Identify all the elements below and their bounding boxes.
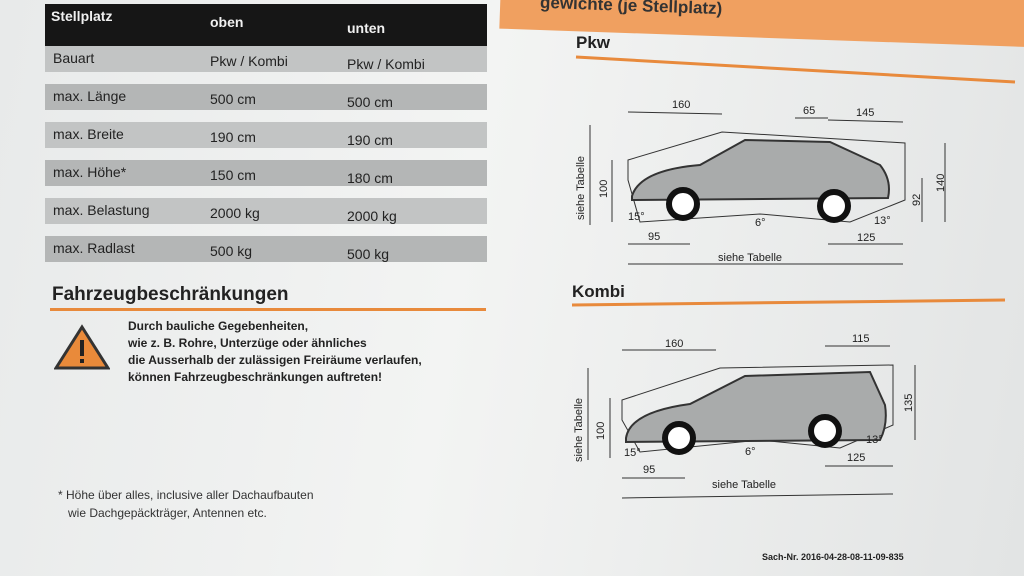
kombi-labels: 160 115 siehe Tabelle 100 135 15° 6° 13°… xyxy=(573,333,915,491)
dim-label: 6° xyxy=(755,217,766,229)
footnote: * Höhe über alles, inclusive aller Dacha… xyxy=(58,486,314,522)
table-cell: 2000 kg xyxy=(210,205,260,221)
pkw-drawing xyxy=(589,111,946,265)
dim-label: 125 xyxy=(847,452,865,464)
dim-label: 160 xyxy=(665,338,683,350)
dim-label: 125 xyxy=(857,232,875,244)
table-row: max. Belastung 2000 kg 2000 kg xyxy=(45,198,487,224)
table-cell: 500 kg xyxy=(347,246,390,262)
dim-label: 135 xyxy=(903,394,915,412)
table-cell: 180 cm xyxy=(347,170,393,186)
table-row: max. Radlast 500 kg 500 kg xyxy=(45,236,487,262)
dim-label: 95 xyxy=(643,464,655,476)
table-cell: 190 cm xyxy=(347,132,393,148)
dim-label: 65 xyxy=(803,105,815,117)
table-cell: 2000 kg xyxy=(347,208,397,224)
restrictions-title: Fahrzeugbeschränkungen xyxy=(52,284,289,305)
dim-label: 13° xyxy=(874,215,891,227)
rule xyxy=(571,298,1006,307)
warning-icon xyxy=(54,324,110,370)
text-line: wie Dachgepäckträger, Antennen etc. xyxy=(68,506,267,520)
table-header: Stellplatz oben unten xyxy=(45,4,487,46)
header-cell: oben xyxy=(210,14,244,30)
rule xyxy=(50,308,486,311)
dim-label: 100 xyxy=(598,180,610,198)
sach-nr: Sach-Nr. 2016-04-28-08-11-09-835 xyxy=(762,552,904,562)
table-cell: max. Radlast xyxy=(53,240,135,256)
rule xyxy=(575,55,1016,84)
table-cell: 500 cm xyxy=(347,94,393,110)
table-cell: max. Höhe* xyxy=(53,164,127,180)
dim-label: 13° xyxy=(866,434,883,446)
dim-label: siehe Tabelle xyxy=(575,156,587,220)
text-line: die Ausserhalb der zulässigen Freiräume … xyxy=(128,353,422,367)
table-cell: 150 cm xyxy=(210,167,256,183)
dim-label: siehe Tabelle xyxy=(718,252,782,264)
pkw-labels: 160 65 145 siehe Tabelle 100 140 92 15° … xyxy=(575,99,947,264)
dim-label: 145 xyxy=(856,107,874,119)
table-row: max. Höhe* 150 cm 180 cm xyxy=(45,160,487,186)
header-cell: Stellplatz xyxy=(51,8,113,24)
dim-label: 115 xyxy=(852,333,870,345)
table-cell: Pkw / Kombi xyxy=(347,56,425,72)
dim-label: siehe Tabelle xyxy=(712,479,776,491)
table-cell: Pkw / Kombi xyxy=(210,53,288,69)
table-cell: max. Belastung xyxy=(53,202,150,218)
table-cell: 190 cm xyxy=(210,129,256,145)
dim-label: 100 xyxy=(595,422,607,440)
diagram-title: Pkw xyxy=(576,33,611,52)
table-cell: 500 cm xyxy=(210,91,256,107)
table-row: max. Breite 190 cm 190 cm xyxy=(45,122,487,148)
dim-label: 95 xyxy=(648,231,660,243)
text-line: Durch bauliche Gegebenheiten, xyxy=(128,319,309,333)
kombi-drawing xyxy=(587,345,916,499)
table-cell: 500 kg xyxy=(210,243,253,259)
dim-label: 15° xyxy=(628,211,645,223)
text-line: können Fahrzeugbeschränkungen auftreten! xyxy=(128,370,383,384)
dim-label: 15° xyxy=(624,447,641,459)
dim-label: 6° xyxy=(745,446,756,458)
diagram-title: Kombi xyxy=(572,282,625,301)
table-cell: Bauart xyxy=(53,50,95,66)
text-line: wie z. B. Rohre, Unterzüge oder ähnliche… xyxy=(128,336,367,350)
dim-label: 160 xyxy=(672,99,690,111)
dim-label: 92 xyxy=(911,194,923,206)
table-cell: max. Breite xyxy=(53,126,124,142)
table-row: max. Länge 500 cm 500 cm xyxy=(45,84,487,110)
header-cell: unten xyxy=(347,20,386,36)
text-line: * Höhe über alles, inclusive aller Dacha… xyxy=(58,488,314,502)
restrictions-text: Durch bauliche Gegebenheiten, wie z. B. … xyxy=(128,318,422,386)
table-cell: max. Länge xyxy=(53,88,127,104)
dim-label: 140 xyxy=(935,174,947,192)
dim-label: siehe Tabelle xyxy=(573,398,585,462)
table-row: Bauart Pkw / Kombi Pkw / Kombi xyxy=(45,46,487,72)
